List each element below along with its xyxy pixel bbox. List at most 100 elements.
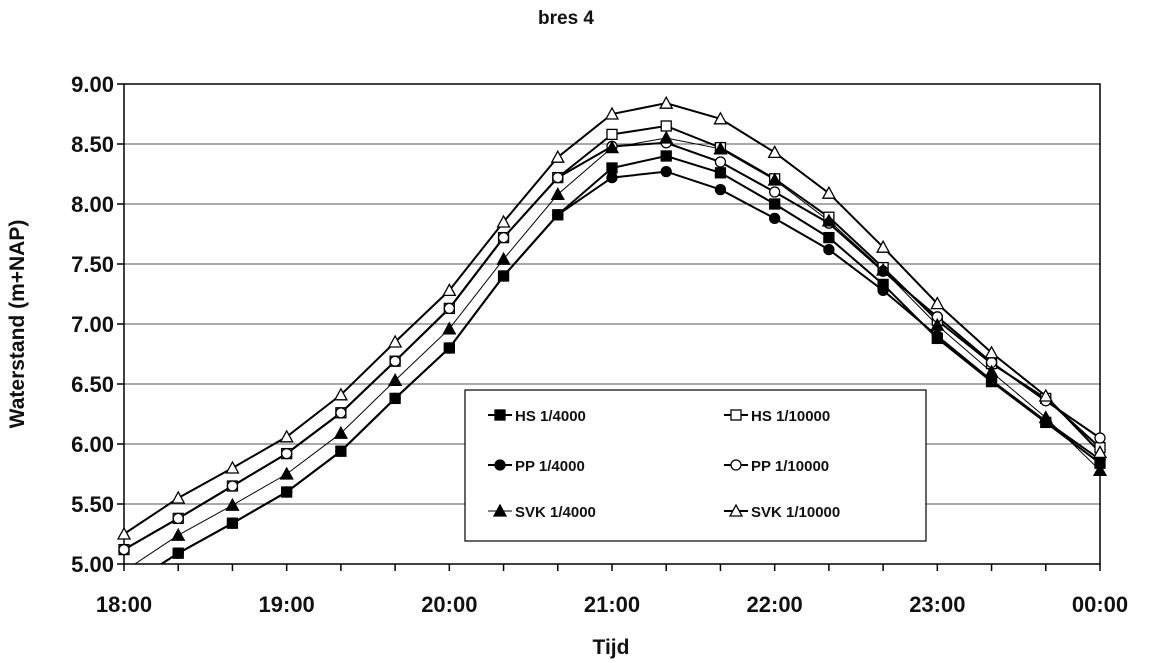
series-4-point [767,172,782,186]
series-2-point [931,330,943,342]
legend-label: SVK 1/10000 [751,504,840,521]
series-4-point [604,140,620,154]
legend-marker [494,459,506,471]
x-tick-label: 20:00 [421,592,477,617]
series-3-point [335,407,347,419]
series-markers [116,95,1108,559]
series-2-point [335,445,347,457]
legend-label: HS 1/10000 [751,408,830,425]
series-3-point [172,512,184,525]
series-3-point [552,171,564,184]
series-3-point [443,302,455,315]
series-4-point [930,317,945,331]
chart-title: bres 4 [538,8,594,29]
series-3-point [1094,432,1106,444]
series-4-point [1092,463,1108,477]
y-tick-label: 8.50 [71,132,114,157]
series-5-point [442,283,457,297]
series-4-point [821,213,836,227]
series-5-point [659,95,674,109]
series-2-point [281,486,293,498]
legend-label: PP 1/4000 [515,458,585,475]
series-4-point [171,527,186,541]
legend-box [464,389,927,542]
series-0-point [823,231,835,244]
series-5-point [876,239,891,253]
series-2-point [877,284,889,297]
series-4-point [1038,410,1053,424]
y-tick-label: 5.00 [71,552,114,577]
series-1-point [660,120,672,132]
series-2-point [660,165,672,178]
series-5-point [225,460,240,474]
legend-marker [492,503,508,517]
series-4-point [550,187,565,201]
series-5-point [1092,445,1108,459]
x-tick-label: 18:00 [96,592,152,617]
series-5-point [1038,388,1053,402]
series-4-point [279,466,294,480]
series-5-point [604,106,620,120]
y-axis-title: Waterstand (m+NAP) [6,220,29,429]
x-tick-label: 00:00 [1072,592,1128,617]
x-tick-label: 19:00 [259,592,315,617]
series-1-point [606,128,618,141]
series-3-point [118,543,130,556]
series-5-point [930,296,945,310]
series-5-point [171,490,186,504]
series-0-point [606,162,618,174]
x-axis-ticks: 18:00 19:00 20:00 21:00 22:00 23:00 00:00 [96,564,1128,617]
legend-marker [730,409,742,421]
series-2-point [552,209,564,221]
series-3-point [497,231,510,244]
series-3-point [714,156,727,168]
series-4-point [659,130,674,144]
y-tick-label: 9.00 [71,72,114,97]
series-4-point [876,262,891,276]
x-tick-label: 21:00 [584,592,640,617]
series-5-point [388,334,403,348]
y-tick-label: 8.00 [71,192,114,217]
series-5-point [767,145,782,159]
series-0-point [714,167,727,179]
x-tick-label: 22:00 [747,592,803,617]
series-2-point [714,183,727,196]
series-5-point [550,149,565,163]
series-5-point [713,111,728,125]
series-4-point [496,251,511,265]
legend-marker [728,503,744,517]
series-2-point [443,342,455,354]
series-3-point [281,447,293,460]
series-5-point [984,345,999,359]
series-3-point [769,186,781,198]
legend-label: PP 1/10000 [751,458,829,475]
series-0-point [769,198,781,210]
series-2-point [172,547,184,559]
series-4-point [333,425,348,439]
series-5-point [496,214,511,228]
series-4-point [713,141,728,155]
series-0-point [660,150,672,162]
series-4-point [984,364,999,378]
series-4-point [225,497,240,511]
series-2-point [823,243,835,256]
series-4-point [388,373,403,387]
series-5-point [333,387,348,401]
series-3-point [226,480,239,492]
y-tick-label: 6.50 [71,372,114,397]
y-axis-ticks: 5.00 5.50 6.00 6.50 7.00 7.50 8.00 8.50 9.00 [71,72,124,577]
legend-marker [730,459,742,471]
series-2-point [769,212,781,225]
series-4-point [442,321,457,335]
series-2-point [497,270,510,282]
legend-label: SVK 1/4000 [515,504,596,521]
series-5-point [116,526,132,540]
series-5-point [279,429,294,443]
y-tick-label: 5.50 [71,492,114,517]
legend: HS 1/4000 HS 1/10000 PP 1/4000 PP 1/10000 SV… [464,389,927,542]
series-2-point [606,171,618,184]
series-2-point [226,517,239,529]
y-tick-label: 7.50 [71,252,114,277]
